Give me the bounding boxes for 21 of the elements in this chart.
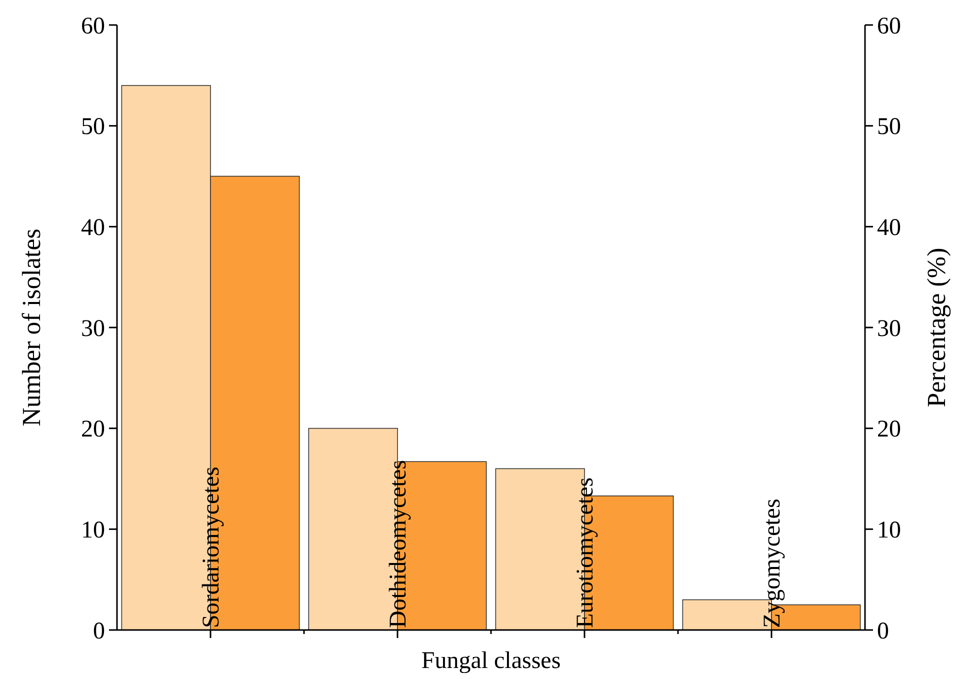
- y-tick-label: 30: [81, 316, 105, 342]
- y2-tick-label: 10: [877, 518, 901, 544]
- y2-tick-label: 30: [877, 316, 901, 342]
- y2-tick-label: 60: [877, 13, 901, 40]
- x-tick-label: Zygomycetes: [760, 498, 786, 628]
- y-tick-label: 10: [81, 518, 105, 544]
- x-tick-label: Sordariomycetes: [198, 466, 224, 628]
- y-tick-label: 20: [81, 416, 105, 443]
- x-axis-title: Fungal classes: [421, 648, 561, 674]
- x-tick-label: Eurotiomycetes: [572, 477, 598, 628]
- y-axis-title: Number of isolates: [17, 228, 46, 426]
- y2-tick-label: 20: [877, 416, 901, 443]
- y2-tick-label: 40: [877, 215, 901, 242]
- y-tick-label: 40: [81, 215, 105, 242]
- y-tick-label: 0: [93, 618, 105, 644]
- y-tick-label: 50: [81, 114, 105, 140]
- x-tick-label: Dothideomycetes: [386, 460, 412, 628]
- y-tick-label: 60: [81, 13, 105, 40]
- y2-axis-title: Percentage (%): [922, 248, 951, 408]
- y2-tick-label: 50: [877, 114, 901, 140]
- y2-tick-label: 0: [877, 618, 889, 644]
